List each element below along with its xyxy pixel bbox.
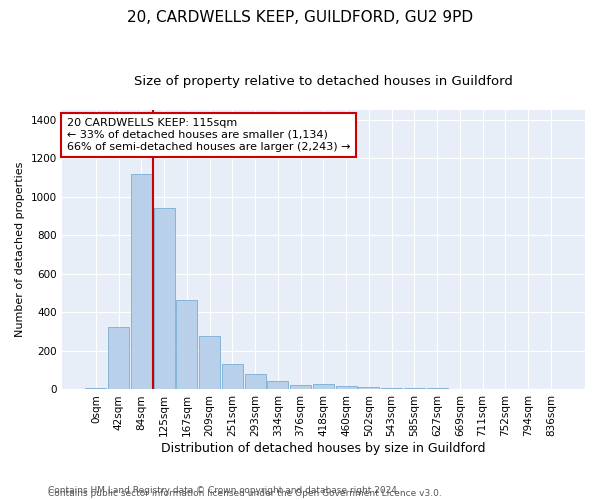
Bar [245, 374, 266, 390]
Text: Contains HM Land Registry data © Crown copyright and database right 2024.: Contains HM Land Registry data © Crown c… [48, 486, 400, 495]
Text: 20 CARDWELLS KEEP: 115sqm
← 33% of detached houses are smaller (1,134)
66% of se: 20 CARDWELLS KEEP: 115sqm ← 33% of detac… [67, 118, 350, 152]
Bar [222, 364, 243, 390]
Y-axis label: Number of detached properties: Number of detached properties [15, 162, 25, 338]
Text: 20, CARDWELLS KEEP, GUILDFORD, GU2 9PD: 20, CARDWELLS KEEP, GUILDFORD, GU2 9PD [127, 10, 473, 25]
Bar [313, 384, 334, 390]
Bar [290, 384, 311, 390]
Bar [154, 208, 175, 390]
Title: Size of property relative to detached houses in Guildford: Size of property relative to detached ho… [134, 75, 513, 88]
Bar [108, 327, 129, 390]
Text: Contains public sector information licensed under the Open Government Licence v3: Contains public sector information licen… [48, 488, 442, 498]
Bar [427, 388, 448, 390]
Bar [131, 174, 152, 390]
Bar [381, 388, 402, 390]
Bar [199, 336, 220, 390]
X-axis label: Distribution of detached houses by size in Guildford: Distribution of detached houses by size … [161, 442, 485, 455]
Bar [268, 381, 289, 390]
Bar [358, 386, 379, 390]
Bar [449, 389, 470, 390]
Bar [335, 386, 356, 390]
Bar [176, 300, 197, 390]
Bar [85, 388, 106, 390]
Bar [404, 388, 425, 390]
